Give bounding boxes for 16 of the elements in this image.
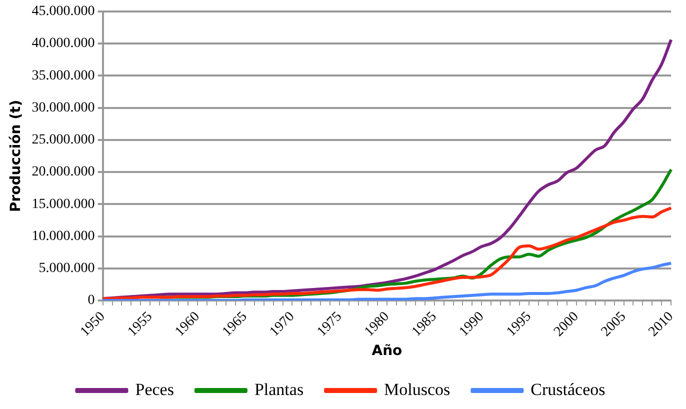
y-tick-label: 25.000.000 (32, 132, 95, 148)
y-tick-label: 0 (88, 293, 95, 308)
y-tick-label: 35.000.000 (32, 68, 95, 84)
legend-label: Moluscos (384, 380, 450, 399)
legend-label: Plantas (254, 380, 304, 399)
x-axis-title: Año (372, 343, 403, 360)
y-axis-title: Producción (t) (8, 100, 24, 212)
y-tick-label: 30.000.000 (32, 100, 95, 116)
y-tick-label: 10.000.000 (32, 228, 95, 244)
legend-label: Peces (135, 380, 174, 399)
legend-label: Crustáceos (530, 380, 606, 399)
y-tick-label: 5.000.000 (38, 261, 95, 276)
y-tick-label: 40.000.000 (32, 36, 95, 52)
y-tick-label: 15.000.000 (32, 196, 95, 212)
y-tick-label: 20.000.000 (32, 164, 95, 180)
y-tick-label: 45.000.000 (32, 4, 95, 20)
